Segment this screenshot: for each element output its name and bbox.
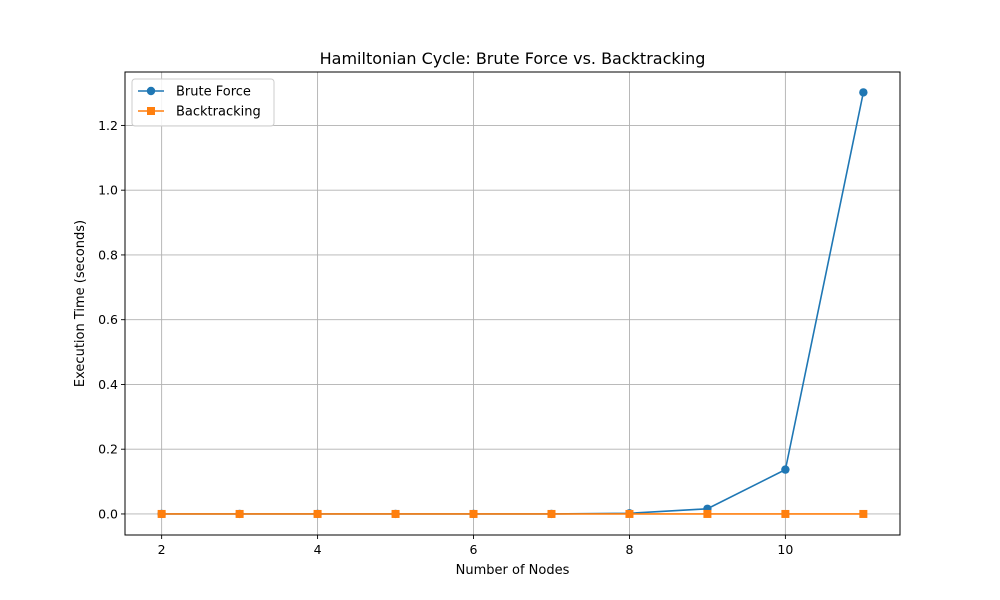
y-tick-label: 1.2 [98, 118, 118, 133]
data-point-backtracking [859, 509, 868, 518]
plot-frame [124, 71, 901, 536]
axis-ticks: 2 4 6 8 10 0.0 0.2 0.4 0.6 0.8 1.0 1.2 [98, 118, 793, 557]
x-axis-label: Number of Nodes [456, 563, 570, 578]
legend-label-backtracking: Backtracking [176, 105, 261, 120]
x-tick-label: 6 [470, 542, 478, 557]
data-point-brute-force [859, 88, 868, 97]
x-tick-label: 10 [777, 542, 793, 557]
y-tick-label: 0.0 [98, 506, 118, 521]
data-point-backtracking [235, 509, 244, 518]
series-backtracking [157, 509, 868, 518]
legend-label-brute-force: Brute Force [176, 85, 251, 100]
chart-title: Hamiltonian Cycle: Brute Force vs. Backt… [320, 49, 706, 68]
data-point-backtracking [157, 509, 166, 518]
y-tick-label: 1.0 [98, 183, 118, 198]
data-point-backtracking [391, 509, 400, 518]
y-tick-label: 0.4 [98, 377, 118, 392]
x-tick-label: 2 [158, 542, 166, 557]
data-point-backtracking [547, 509, 556, 518]
data-point-backtracking [313, 509, 322, 518]
x-tick-label: 4 [314, 542, 322, 557]
x-tick-label: 8 [625, 542, 633, 557]
data-point-backtracking [625, 509, 634, 518]
grid [125, 72, 900, 535]
data-point-backtracking [469, 509, 478, 518]
legend-marker-brute-force [146, 86, 156, 96]
legend-marker-backtracking [147, 107, 155, 115]
data-point-backtracking [781, 509, 790, 518]
y-axis-label: Execution Time (seconds) [73, 220, 88, 387]
data-point-brute-force [781, 465, 790, 474]
legend-box [131, 78, 275, 127]
series-layer [157, 88, 868, 519]
legend-item-backtracking: Backtracking [138, 105, 261, 120]
y-tick-label: 0.8 [98, 247, 118, 262]
y-tick-label: 0.2 [98, 442, 118, 457]
y-tick-label: 0.6 [98, 312, 118, 327]
legend-item-brute-force: Brute Force [138, 85, 251, 100]
legend: Brute Force Backtracking [131, 78, 275, 127]
data-point-backtracking [703, 509, 712, 518]
